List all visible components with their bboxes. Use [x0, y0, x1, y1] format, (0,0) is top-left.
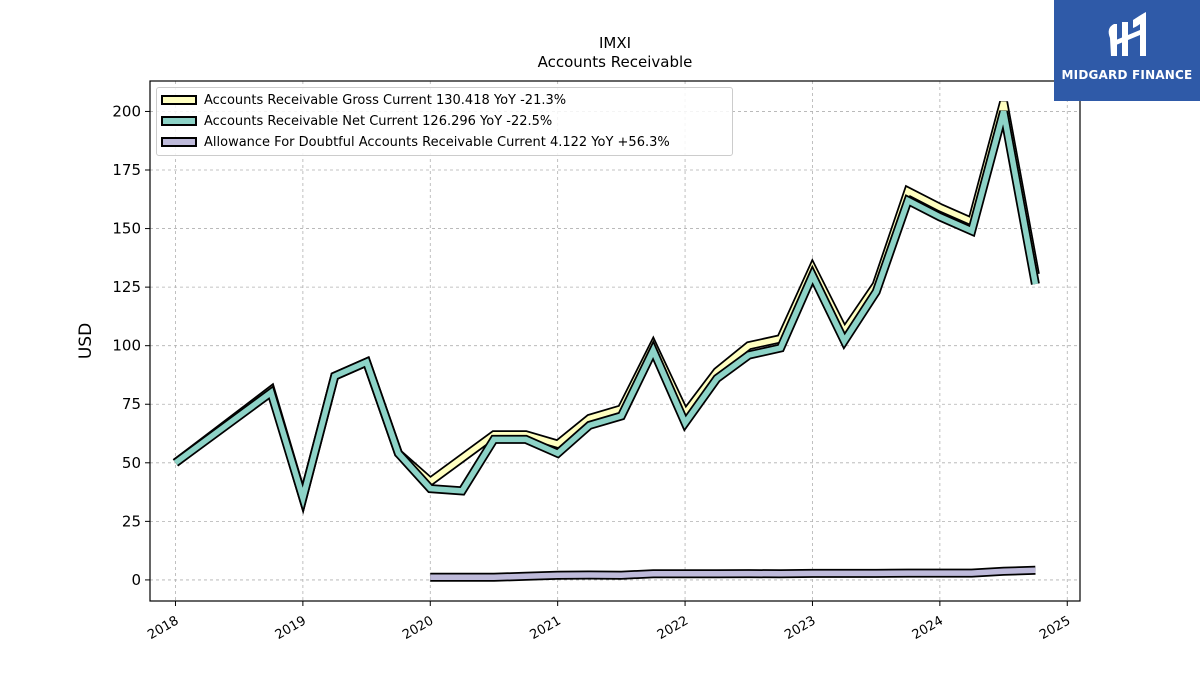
x-tick-label: 2018 — [145, 613, 181, 643]
legend-item-net: Accounts Receivable Net Current 126.296 … — [161, 112, 552, 130]
chart-title: IMXI — [599, 34, 631, 52]
y-tick-label: 50 — [122, 454, 141, 472]
legend-item-gross: Accounts Receivable Gross Current 130.41… — [161, 91, 566, 109]
x-tick-label: 2025 — [1037, 613, 1073, 643]
y-tick-label: 175 — [112, 161, 141, 179]
x-tick-label: 2024 — [910, 613, 946, 643]
legend-swatch-gross — [161, 95, 197, 105]
x-tick-label: 2021 — [528, 613, 564, 643]
x-tick-label: 2020 — [400, 613, 436, 643]
logo-mark-icon — [1108, 12, 1146, 56]
series-outline-net — [172, 110, 1040, 515]
legend-item-allowance: Allowance For Doubtful Accounts Receivab… — [161, 133, 670, 151]
y-tick-label: 150 — [112, 220, 141, 238]
series-line-allowance — [430, 567, 1036, 581]
x-axis: 2018 2019 2020 2021 2022 2023 2024 2025 — [145, 601, 1073, 643]
chart-subtitle: Accounts Receivable — [538, 53, 693, 71]
legend-label-net: Accounts Receivable Net Current 126.296 … — [204, 113, 553, 129]
y-tick-label: 125 — [112, 278, 141, 296]
legend-label-gross: Accounts Receivable Gross Current 130.41… — [204, 92, 567, 108]
y-tick-label: 200 — [112, 102, 141, 120]
y-axis: 0 25 50 75 100 125 150 175 200 — [112, 102, 150, 589]
grid-lines — [150, 81, 1080, 601]
series-line-net — [173, 110, 1039, 509]
legend-swatch-allowance — [161, 137, 197, 147]
legend-swatch-net — [161, 116, 197, 126]
x-tick-label: 2022 — [655, 613, 691, 643]
series-outline-gross — [172, 100, 1040, 515]
legend-label-allowance: Allowance For Doubtful Accounts Receivab… — [204, 134, 670, 150]
plot-frame — [149, 80, 1081, 602]
y-tick-label: 75 — [122, 395, 141, 413]
logo-text: MIDGARD FINANCE — [1061, 68, 1193, 82]
series-line-gross — [173, 101, 1039, 509]
x-tick-label: 2023 — [782, 613, 818, 643]
y-axis-label: USD — [76, 323, 96, 359]
midgard-finance-logo: MIDGARD FINANCE — [1054, 0, 1200, 101]
series-layer — [172, 100, 1040, 582]
y-tick-label: 0 — [131, 571, 141, 589]
y-tick-label: 100 — [112, 337, 141, 355]
y-tick-label: 25 — [122, 512, 141, 530]
x-tick-label: 2019 — [273, 613, 309, 643]
legend: Accounts Receivable Gross Current 130.41… — [156, 87, 733, 156]
